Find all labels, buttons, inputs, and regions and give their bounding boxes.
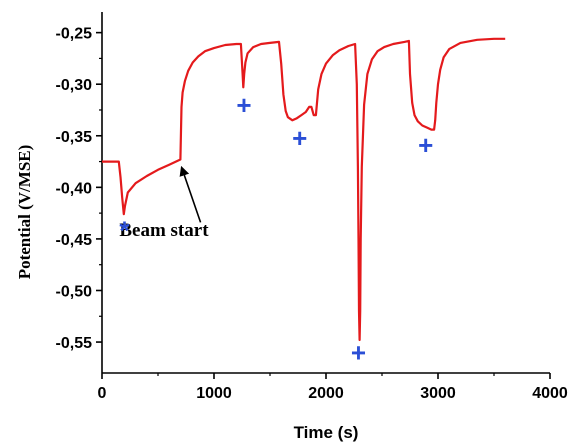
x-tick-label: 2000 (308, 385, 344, 402)
potential-series-line (102, 37, 506, 342)
y-tick-label: -0,30 (56, 77, 93, 94)
y-tick-label: -0,25 (56, 26, 93, 43)
x-axis-ticks: 0 1000 2000 3000 4000 (98, 373, 568, 402)
y-tick-label: -0,50 (56, 283, 93, 300)
y-tick-label: -0,40 (56, 180, 93, 197)
y-tick-label: -0,35 (56, 129, 93, 146)
annotation-layer: Beam start* + + + + (119, 90, 433, 368)
asterisk-marker: * (119, 216, 130, 246)
x-axis-label: Time (s) (294, 423, 359, 442)
plus-marker: + (351, 337, 366, 367)
beam-start-arrow (179, 165, 202, 223)
plus-marker: + (292, 123, 307, 153)
x-tick-label: 3000 (420, 385, 456, 402)
x-tick-label: 4000 (532, 385, 568, 402)
y-tick-label: -0,45 (56, 232, 93, 249)
y-tick-label: -0,55 (56, 335, 93, 352)
x-tick-label: 0 (98, 385, 107, 402)
y-axis-label: Potential (V/MSE) (15, 145, 34, 280)
plus-marker: + (236, 90, 251, 120)
beam-start-annotation: Beam start (119, 220, 209, 241)
x-tick-label: 1000 (196, 385, 232, 402)
y-axis-ticks: -0,55 -0,50 -0,45 -0,40 -0,35 -0,30 -0,25 (56, 26, 102, 352)
plus-marker: + (418, 130, 433, 160)
series-layer (102, 37, 506, 342)
